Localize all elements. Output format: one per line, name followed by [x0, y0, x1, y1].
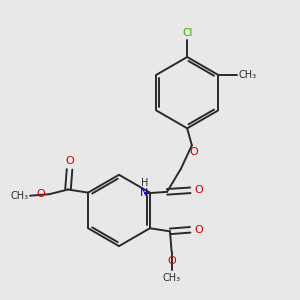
Text: O: O [37, 189, 45, 199]
Text: O: O [65, 156, 74, 166]
Text: O: O [167, 256, 176, 266]
Text: H: H [141, 178, 148, 188]
Text: O: O [189, 147, 198, 157]
Text: CH₃: CH₃ [238, 70, 256, 80]
Text: O: O [194, 225, 203, 235]
Text: CH₃: CH₃ [11, 191, 28, 201]
Text: N: N [140, 188, 148, 198]
Text: CH₃: CH₃ [163, 273, 181, 283]
Text: O: O [194, 185, 203, 195]
Text: Cl: Cl [182, 28, 192, 38]
